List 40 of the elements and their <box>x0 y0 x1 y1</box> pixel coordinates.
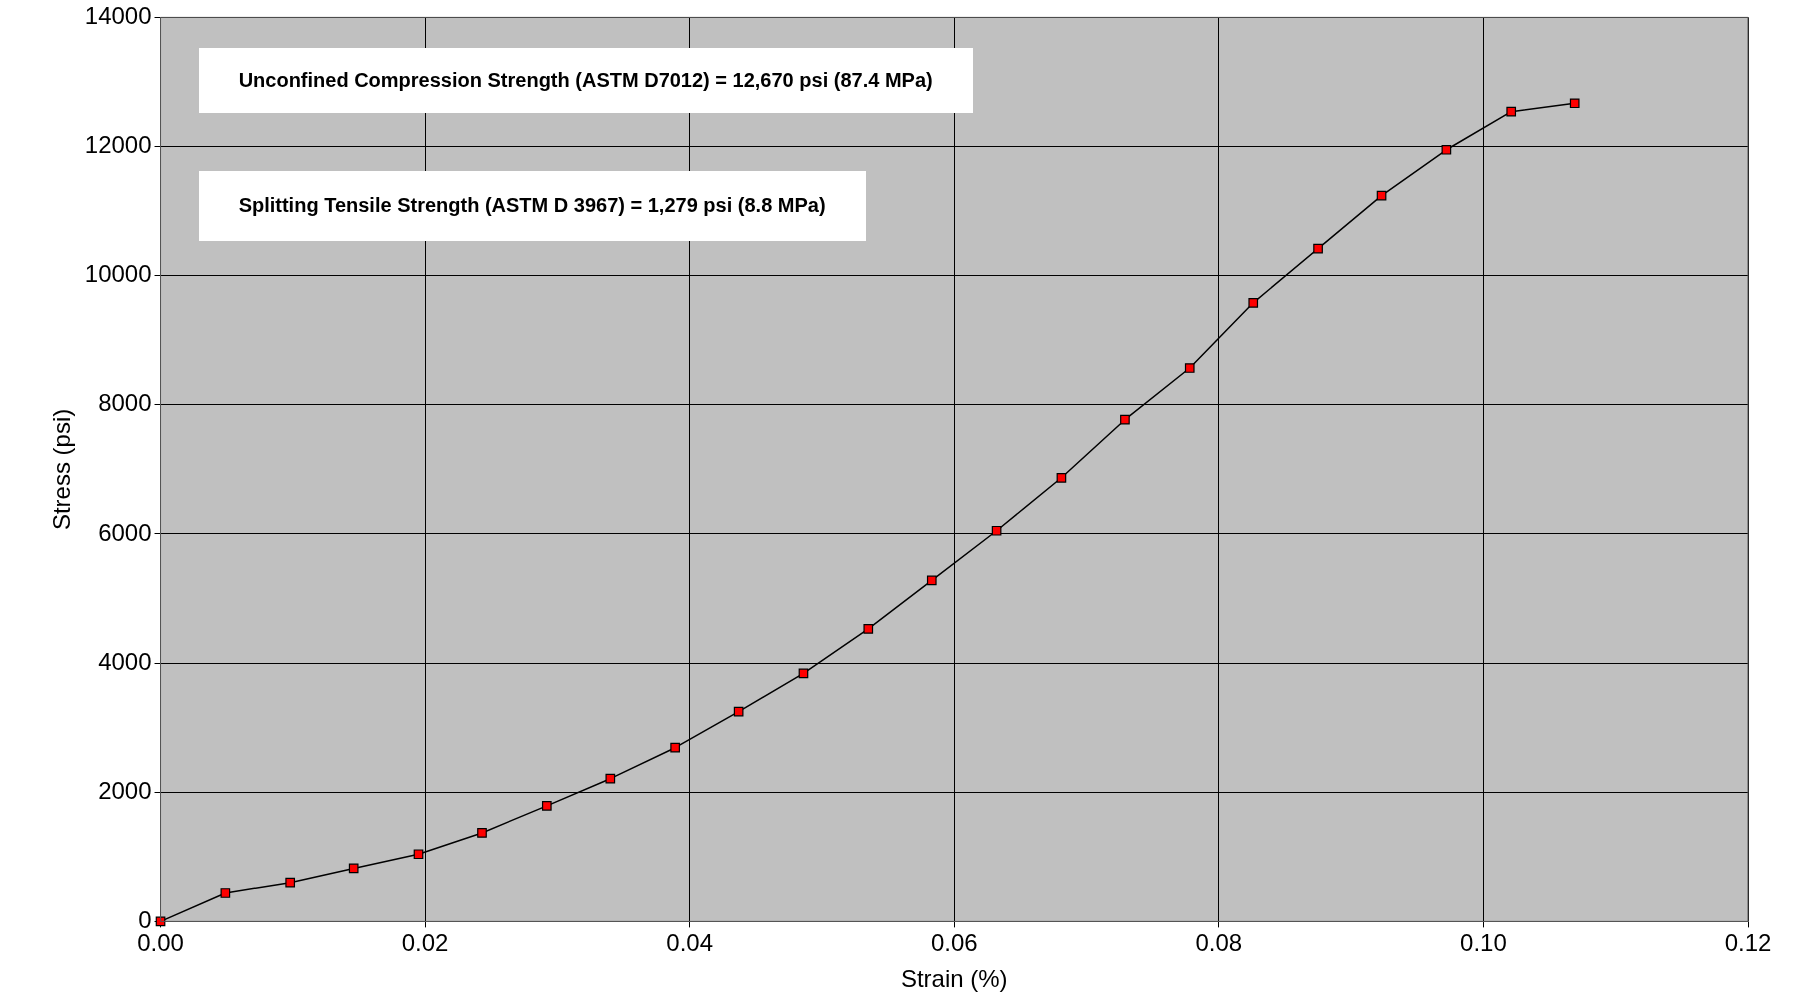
point <box>605 773 616 784</box>
y-tick-label: 2000 <box>98 776 152 804</box>
point <box>1120 414 1130 425</box>
text-box: Splitting Tensile Strength (ASTM D 3967) = 1,279 psi (8.8 MPa) <box>198 171 866 241</box>
x-tick-label: 0.10 <box>1460 929 1507 957</box>
point <box>348 863 359 874</box>
y-tick-label: 8000 <box>98 389 152 417</box>
point <box>670 742 680 753</box>
point <box>1441 144 1452 155</box>
text-box: Unconfined Compression Strength (ASTM D7012) = 12,670 psi (87.4 MPa) <box>198 48 973 114</box>
point <box>1056 472 1067 483</box>
point <box>477 828 487 838</box>
point <box>1506 106 1517 117</box>
annotation: Unconfined Compression Strength (ASTM D7012) = 12,670 psi (87.4 MPa) <box>238 69 933 92</box>
x-tick-label: 0.04 <box>666 929 714 957</box>
point <box>991 525 1002 536</box>
x-tick-label: 0.02 <box>401 929 449 957</box>
y-tick-label: 12000 <box>84 131 152 159</box>
x-axis-title: Strain (%) <box>900 965 1008 993</box>
x-tick-label: 0.12 <box>1724 929 1772 957</box>
point <box>220 888 231 898</box>
point <box>1569 98 1580 109</box>
y-tick-label: 10000 <box>84 260 152 288</box>
y-tick-label: 6000 <box>98 518 152 546</box>
point <box>926 575 937 586</box>
point <box>1376 190 1387 201</box>
point <box>1184 363 1195 373</box>
point <box>285 877 296 888</box>
x-tick-label: 0.06 <box>930 929 978 957</box>
x-tick-label: 0.08 <box>1195 929 1243 957</box>
point <box>1248 297 1259 308</box>
point <box>863 624 874 634</box>
point <box>1313 243 1323 254</box>
y-tick-label: 4000 <box>98 647 152 675</box>
point <box>413 849 424 860</box>
point <box>541 800 552 811</box>
y-tick-label: 14000 <box>84 2 152 30</box>
annotation: Splitting Tensile Strength (ASTM D 3967) = 1,279 psi (8.8 MPa) <box>238 194 826 217</box>
point <box>733 706 744 717</box>
y-axis-title: Stress (psi) <box>48 408 76 531</box>
